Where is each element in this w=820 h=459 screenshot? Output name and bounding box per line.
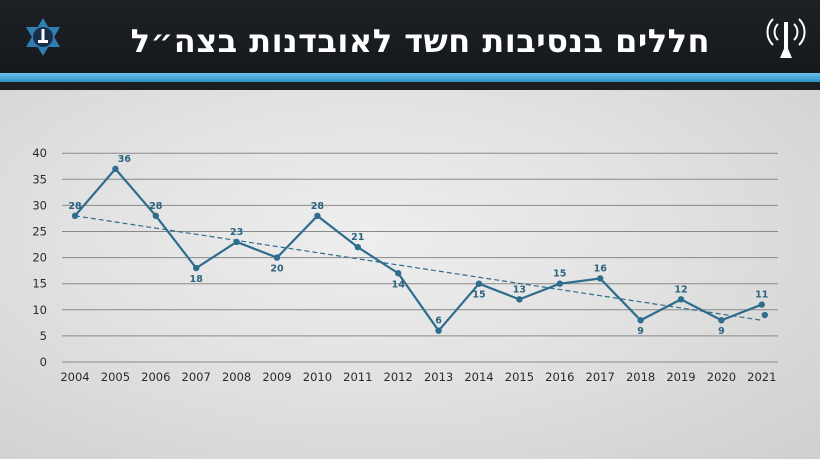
trendline xyxy=(74,215,762,321)
data-label: 21 xyxy=(351,232,364,243)
data-point xyxy=(475,280,483,287)
data-point xyxy=(354,243,361,251)
y-tick-label: 30 xyxy=(32,198,47,212)
star-of-david-emblem-icon xyxy=(26,18,60,56)
data-point xyxy=(112,165,119,173)
x-tick-label: 2007 xyxy=(182,370,211,384)
data-point xyxy=(516,296,523,303)
chart-background xyxy=(0,90,820,459)
x-tick-label: 2009 xyxy=(262,370,291,384)
series-line xyxy=(74,167,763,332)
data-label: 9 xyxy=(718,326,725,337)
data-label: 12 xyxy=(674,284,687,295)
y-tick-label: 25 xyxy=(32,225,47,239)
data-point xyxy=(395,270,402,277)
data-label: 13 xyxy=(513,284,526,295)
y-tick-label: 20 xyxy=(32,251,47,265)
x-tick-label: 2013 xyxy=(424,370,453,384)
x-tick-label: 2021 xyxy=(747,370,776,384)
y-tick-label: 5 xyxy=(40,329,47,343)
data-point xyxy=(193,264,200,272)
radio-antenna-emblem-icon xyxy=(766,18,806,58)
data-label: 36 xyxy=(118,154,132,165)
x-tick-label: 2020 xyxy=(707,370,736,384)
header-stripe xyxy=(0,73,820,82)
y-tick-label: 0 xyxy=(40,355,47,369)
data-label: 28 xyxy=(149,201,163,212)
x-tick-label: 2004 xyxy=(60,370,89,384)
data-point xyxy=(556,280,563,287)
data-label: 6 xyxy=(435,316,442,327)
data-point xyxy=(718,317,725,324)
data-label: 23 xyxy=(230,227,243,238)
y-tick-label: 35 xyxy=(32,172,47,186)
data-label: 11 xyxy=(755,290,768,301)
data-point xyxy=(435,327,442,334)
x-tick-label: 2005 xyxy=(101,370,130,384)
data-label: 20 xyxy=(270,264,284,275)
y-tick-label: 40 xyxy=(32,146,47,160)
data-point xyxy=(314,212,321,220)
x-tick-label: 2012 xyxy=(384,370,413,384)
data-point xyxy=(233,238,240,246)
data-label: 28 xyxy=(311,201,325,212)
data-label: 9 xyxy=(637,326,644,337)
x-tick-label: 2010 xyxy=(303,370,332,384)
x-tick-label: 2006 xyxy=(141,370,170,384)
x-tick-label: 2014 xyxy=(464,370,493,384)
data-point xyxy=(637,317,644,324)
x-tick-label: 2019 xyxy=(666,370,695,384)
data-label: 16 xyxy=(594,263,608,274)
data-point xyxy=(71,212,79,220)
page-title: חללים בנסיבות חשד לאובדנות בצה״ל xyxy=(130,22,710,60)
header-banner: חללים בנסיבות חשד לאובדנות בצה״ל xyxy=(0,0,820,90)
data-label: 14 xyxy=(392,279,406,290)
data-point xyxy=(152,212,159,220)
data-label: 18 xyxy=(190,274,204,285)
data-point xyxy=(597,275,604,282)
x-tick-label: 2017 xyxy=(586,370,615,384)
data-label: 28 xyxy=(68,201,82,212)
data-point xyxy=(758,301,765,308)
data-point xyxy=(761,311,768,319)
y-tick-label: 15 xyxy=(32,277,47,291)
data-label: 15 xyxy=(472,290,485,301)
y-tick-label: 10 xyxy=(32,303,47,317)
data-label: 15 xyxy=(553,269,566,280)
x-tick-label: 2011 xyxy=(343,370,372,384)
data-point xyxy=(273,254,281,261)
x-tick-label: 2016 xyxy=(545,370,574,384)
x-tick-label: 2015 xyxy=(505,370,534,384)
x-tick-label: 2008 xyxy=(222,370,251,384)
header-stripe-dark xyxy=(0,82,820,90)
data-point xyxy=(677,296,685,303)
x-tick-label: 2018 xyxy=(626,370,655,384)
